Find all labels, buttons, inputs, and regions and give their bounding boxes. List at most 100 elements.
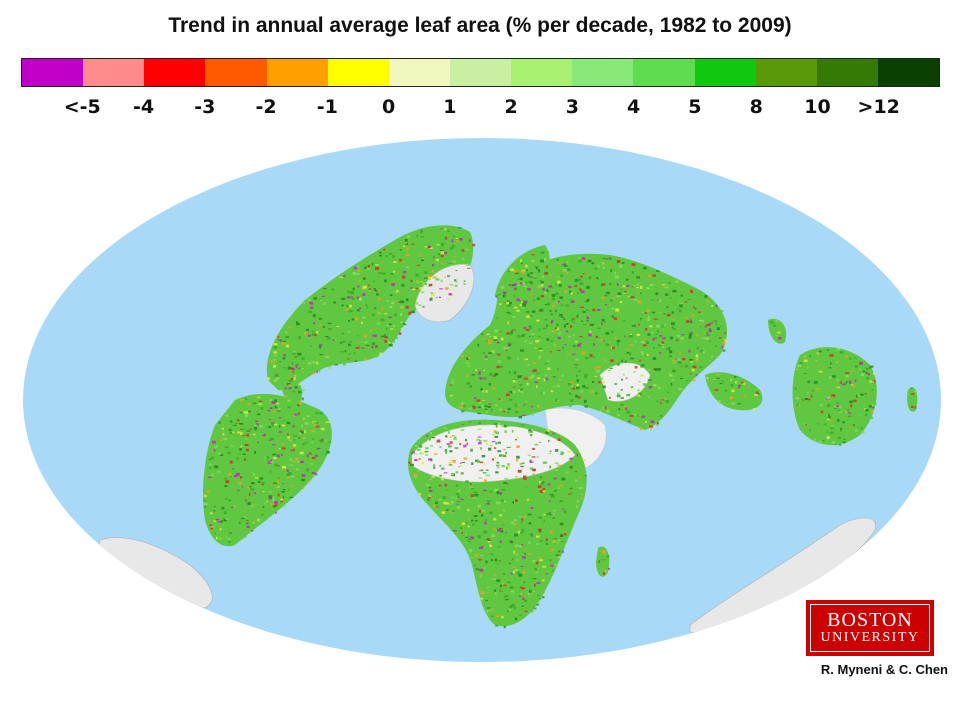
legend-tick-label: 8 <box>749 96 763 118</box>
trend-speckle <box>663 313 666 315</box>
trend-speckle <box>512 390 516 393</box>
trend-speckle <box>531 254 535 256</box>
trend-speckle <box>356 309 360 312</box>
trend-speckle <box>647 315 650 319</box>
trend-speckle <box>575 394 579 398</box>
trend-speckle <box>529 461 534 463</box>
trend-speckle <box>834 405 837 408</box>
trend-speckle <box>499 588 504 592</box>
trend-speckle <box>383 248 386 251</box>
trend-speckle <box>419 492 422 496</box>
trend-speckle <box>679 300 684 304</box>
legend-tick-label: -3 <box>194 96 216 118</box>
trend-speckle <box>523 581 526 584</box>
trend-speckle <box>340 351 344 353</box>
trend-speckle <box>528 429 532 432</box>
trend-speckle <box>230 420 233 423</box>
trend-speckle <box>536 455 539 458</box>
trend-speckle <box>231 506 234 509</box>
trend-speckle <box>362 286 365 290</box>
trend-speckle <box>492 433 495 436</box>
trend-speckle <box>491 602 494 605</box>
trend-speckle <box>834 407 838 410</box>
trend-speckle <box>233 425 237 426</box>
trend-speckle <box>527 287 531 291</box>
trend-speckle <box>532 578 537 580</box>
trend-speckle <box>244 438 247 440</box>
trend-speckle <box>480 363 483 366</box>
trend-speckle <box>508 344 511 347</box>
trend-speckle <box>238 453 241 455</box>
trend-speckle <box>556 464 561 466</box>
trend-speckle <box>516 445 520 448</box>
trend-speckle <box>598 560 601 563</box>
legend-tick-label: -4 <box>132 96 155 118</box>
trend-speckle <box>494 404 498 407</box>
trend-speckle <box>229 431 233 434</box>
trend-speckle <box>548 512 551 515</box>
trend-speckle <box>616 394 621 398</box>
trend-speckle <box>847 409 849 411</box>
trend-speckle <box>332 339 335 342</box>
trend-speckle <box>545 515 548 517</box>
trend-speckle <box>408 461 411 464</box>
trend-speckle <box>313 421 316 424</box>
trend-speckle <box>520 390 524 393</box>
trend-speckle <box>382 330 385 333</box>
trend-speckle <box>455 280 458 283</box>
trend-speckle <box>911 393 915 395</box>
trend-speckle <box>456 237 459 239</box>
trend-speckle <box>536 372 540 375</box>
trend-speckle <box>726 374 730 376</box>
trend-speckle <box>318 317 323 320</box>
trend-speckle <box>602 266 605 269</box>
trend-speckle <box>600 292 603 294</box>
trend-speckle <box>724 332 726 334</box>
trend-speckle <box>512 501 514 504</box>
trend-speckle <box>424 244 427 247</box>
trend-speckle <box>578 396 581 399</box>
trend-speckle <box>703 322 708 325</box>
trend-speckle <box>530 507 534 509</box>
trend-speckle <box>631 325 634 327</box>
trend-speckle <box>578 256 581 260</box>
trend-speckle <box>833 369 837 371</box>
trend-speckle <box>592 356 596 358</box>
trend-speckle <box>498 423 501 426</box>
trend-speckle <box>268 432 271 434</box>
trend-speckle <box>287 366 292 370</box>
trend-speckle <box>450 384 452 386</box>
trend-speckle <box>283 354 286 356</box>
trend-speckle <box>563 265 568 267</box>
trend-speckle <box>342 340 346 343</box>
trend-speckle <box>474 493 479 497</box>
trend-speckle <box>641 340 645 344</box>
trend-speckle <box>638 380 641 383</box>
trend-speckle <box>734 376 737 378</box>
trend-speckle <box>574 475 579 479</box>
trend-speckle <box>487 339 492 342</box>
legend-tick-label: 0 <box>381 96 396 118</box>
trend-speckle <box>505 349 508 352</box>
trend-speckle <box>809 366 813 369</box>
trend-speckle <box>744 394 747 398</box>
trend-speckle <box>401 261 405 263</box>
trend-speckle <box>318 447 321 449</box>
trend-speckle <box>548 282 551 284</box>
trend-speckle <box>360 321 363 324</box>
trend-speckle <box>826 396 831 400</box>
trend-speckle <box>482 352 486 354</box>
trend-speckle <box>422 461 425 465</box>
trend-speckle <box>400 305 404 309</box>
trend-speckle <box>474 519 478 522</box>
trend-speckle <box>469 385 473 388</box>
trend-speckle <box>499 492 502 495</box>
trend-speckle <box>845 372 850 374</box>
trend-speckle <box>277 465 280 467</box>
trend-speckle <box>554 462 559 465</box>
trend-speckle <box>224 485 228 487</box>
trend-speckle <box>578 259 582 263</box>
map-title: Trend in annual average leaf area (% per… <box>168 14 792 37</box>
trend-speckle <box>709 322 714 324</box>
trend-speckle <box>391 283 395 286</box>
